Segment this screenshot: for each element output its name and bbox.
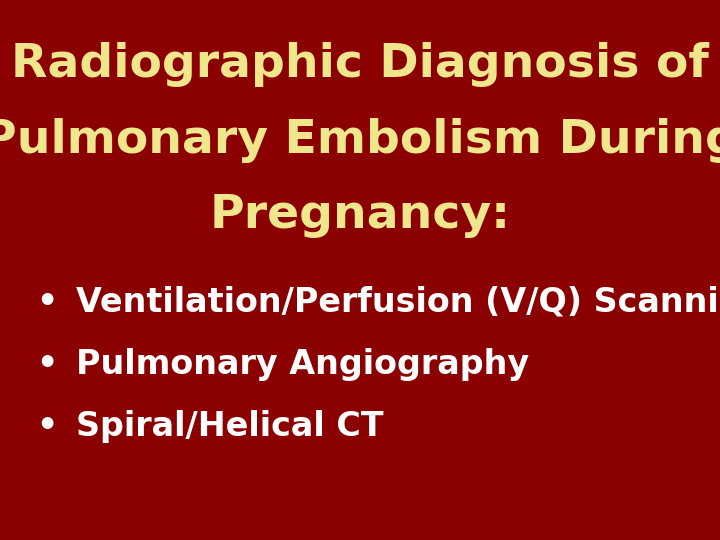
- Text: •: •: [36, 410, 58, 443]
- Text: •: •: [36, 348, 58, 381]
- Text: Pregnancy:: Pregnancy:: [210, 193, 510, 239]
- Text: Radiographic Diagnosis of: Radiographic Diagnosis of: [11, 42, 709, 87]
- Text: Pulmonary Embolism During: Pulmonary Embolism During: [0, 118, 720, 163]
- Text: Spiral/Helical CT: Spiral/Helical CT: [76, 410, 383, 443]
- Text: Pulmonary Angiography: Pulmonary Angiography: [76, 348, 528, 381]
- Text: Ventilation/Perfusion (V/Q) Scanning: Ventilation/Perfusion (V/Q) Scanning: [76, 286, 720, 319]
- Text: •: •: [36, 286, 58, 319]
